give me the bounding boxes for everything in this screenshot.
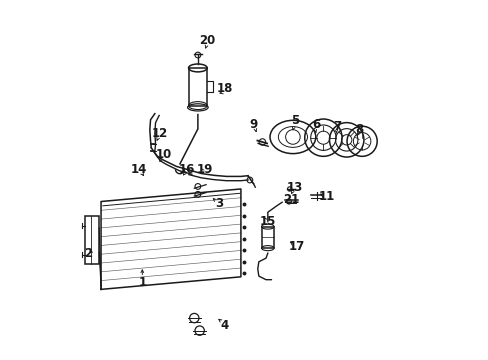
Text: 4: 4: [220, 319, 228, 332]
Bar: [85, 216, 99, 264]
Text: 9: 9: [249, 118, 257, 131]
Text: 18: 18: [216, 82, 232, 95]
Text: 13: 13: [286, 181, 302, 194]
Bar: [261, 226, 274, 248]
Text: 19: 19: [197, 163, 213, 176]
Text: 14: 14: [130, 163, 146, 176]
Text: 5: 5: [290, 114, 298, 127]
Text: 10: 10: [155, 148, 172, 161]
Text: 12: 12: [152, 127, 168, 140]
Text: 1: 1: [138, 276, 146, 289]
Text: 20: 20: [198, 33, 215, 47]
Text: 16: 16: [179, 163, 195, 176]
Bar: [188, 68, 207, 105]
Text: 8: 8: [354, 123, 363, 136]
Text: 2: 2: [84, 247, 92, 260]
Text: 15: 15: [259, 215, 275, 228]
Text: 21: 21: [283, 193, 299, 206]
Text: 11: 11: [318, 190, 334, 203]
Text: 7: 7: [333, 120, 341, 133]
Text: 17: 17: [288, 240, 304, 253]
Text: 3: 3: [215, 197, 223, 210]
Text: 6: 6: [311, 118, 320, 131]
